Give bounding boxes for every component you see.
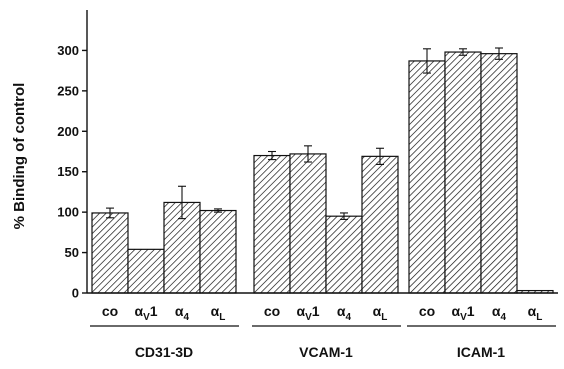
category-label-subscript: 4: [346, 312, 352, 323]
y-tick-label: 0: [72, 286, 79, 301]
category-label-subscript: L: [536, 312, 542, 323]
error-bar-vcam-1-co: [268, 150, 276, 161]
category-label: α4: [175, 303, 190, 323]
y-tick-label: 300: [57, 43, 79, 58]
category-label: αV1: [296, 303, 319, 323]
category-label: αL: [528, 303, 543, 323]
category-label-base: co: [264, 303, 280, 319]
category-label-subscript: V: [305, 312, 312, 323]
category-label: αL: [211, 303, 226, 323]
category-label-subscript: V: [143, 312, 150, 323]
bar-cd31-3d-αv1: [127, 248, 165, 294]
bar-vcam-1-αv1: [289, 153, 327, 294]
category-label: αL: [373, 303, 388, 323]
category-label: co: [419, 303, 435, 319]
y-tick-label: 150: [57, 164, 79, 179]
bar-cd31-3d-co: [91, 212, 129, 294]
category-label: co: [102, 303, 118, 319]
bar-icam-1-α4: [480, 53, 518, 294]
category-label: αV1: [134, 303, 157, 323]
y-tick-label: 50: [65, 245, 79, 260]
category-label-suffix: 1: [467, 303, 475, 319]
category-label-base: α: [134, 303, 143, 319]
group-label-cd31-3d: CD31-3D: [135, 344, 193, 360]
bar-cd31-3d-αl: [199, 209, 237, 294]
bar-vcam-1-αl: [361, 155, 399, 294]
error-bar-cd31-3d-co: [106, 207, 114, 219]
error-bar-icam-1-co: [423, 48, 431, 74]
category-label-base: α: [211, 303, 220, 319]
error-bar-vcam-1-αl: [376, 147, 384, 165]
category-label-subscript: L: [381, 312, 387, 323]
category-label-subscript: 4: [501, 312, 507, 323]
category-label-base: α: [175, 303, 184, 319]
category-label-base: co: [419, 303, 435, 319]
category-label-suffix: 1: [150, 303, 158, 319]
error-bar-vcam-1-αv1: [304, 145, 312, 163]
category-label-base: α: [337, 303, 346, 319]
category-labels: co αV1 α4 αL co αV1 α4 αL co αV1 α4 αL: [102, 303, 543, 323]
group-label-icam-1: ICAM-1: [457, 344, 505, 360]
category-label-base: α: [492, 303, 501, 319]
error-bar-icam-1-αv1: [459, 48, 467, 56]
category-label-subscript: L: [219, 312, 225, 323]
category-label-base: α: [296, 303, 305, 319]
category-label: α4: [492, 303, 507, 323]
category-label: α4: [337, 303, 352, 323]
bar-icam-1-αv1: [444, 51, 482, 294]
category-label-base: co: [102, 303, 118, 319]
category-label: αV1: [451, 303, 474, 323]
bar-vcam-1-co: [253, 154, 291, 294]
error-bar-icam-1-α4: [495, 47, 503, 60]
category-label-base: α: [373, 303, 382, 319]
category-label-subscript: V: [460, 312, 467, 323]
error-bar-vcam-1-α4: [340, 212, 348, 220]
y-tick-label: 100: [57, 205, 79, 220]
group-label-vcam-1: VCAM-1: [299, 344, 353, 360]
bars: [91, 51, 554, 294]
y-tick-label: 200: [57, 124, 79, 139]
y-axis-title: % Binding of control: [11, 83, 28, 230]
bar-vcam-1-α4: [325, 215, 363, 294]
group-labels: CD31-3D VCAM-1 ICAM-1: [90, 325, 556, 360]
category-label-subscript: 4: [184, 312, 190, 323]
category-label-suffix: 1: [312, 303, 320, 319]
category-label: co: [264, 303, 280, 319]
category-label-base: α: [528, 303, 537, 319]
error-bar-cd31-3d-αl: [214, 208, 222, 213]
error-bar-cd31-3d-α4: [178, 185, 186, 220]
y-tick-label: 250: [57, 83, 79, 98]
category-label-base: α: [451, 303, 460, 319]
error-bars: [106, 47, 503, 220]
bar-icam-1-co: [408, 60, 446, 294]
y-ticks: 0 50 100 150 200 250 300: [57, 43, 87, 301]
